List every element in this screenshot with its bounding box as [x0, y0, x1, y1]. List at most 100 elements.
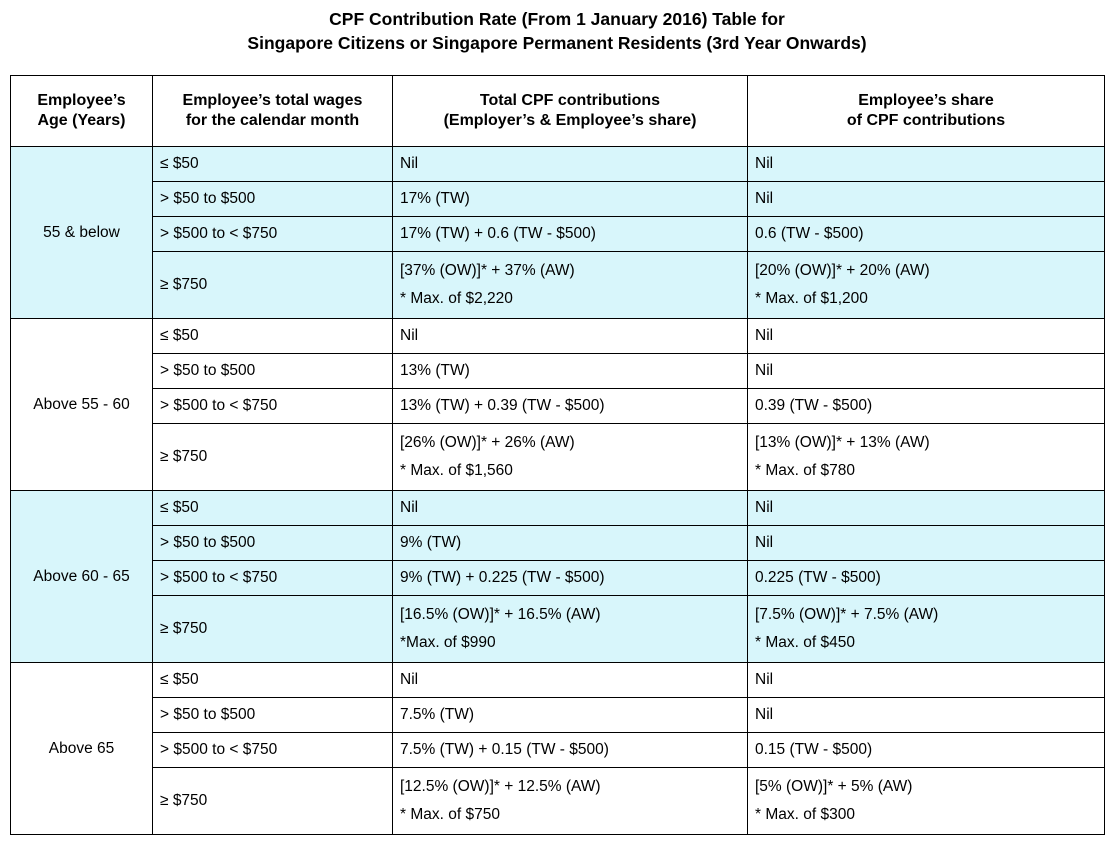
employee-share-cell: 0.6 (TW - $500) — [747, 216, 1105, 252]
rate-formula-text: 0.225 (TW - $500) — [755, 569, 881, 586]
header-age-line2: Age (Years) — [37, 112, 126, 129]
max-cap-text: * Max. of $780 — [755, 462, 855, 479]
table-row: > $50 to $500 9% (TW) Nil — [11, 525, 1105, 561]
age-group-cell: Above 55 - 60 — [10, 318, 153, 491]
rate-formula-text: Nil — [755, 327, 774, 344]
rate-formula-text: Nil — [400, 155, 419, 172]
wage-range-cell: > $50 to $500 — [152, 697, 393, 733]
table-row: > $500 to < $750 7.5% (TW) + 0.15 (TW - $… — [11, 732, 1105, 768]
wage-range-cell: ≥ $750 — [152, 251, 393, 319]
header-total-line2: (Employer’s & Employee’s share) — [443, 112, 697, 129]
rate-formula-text: [7.5% (OW)]* + 7.5% (AW) — [755, 606, 939, 623]
total-contribution-cell: [16.5% (OW)]* + 16.5% (AW) *Max. of $990 — [392, 595, 748, 663]
employee-share-cell: Nil — [747, 146, 1105, 182]
rate-formula-text: 13% (TW) — [400, 362, 470, 379]
rate-formula-text: [26% (OW)]* + 26% (AW) — [400, 434, 575, 451]
table-row: ≥ $750 [16.5% (OW)]* + 16.5% (AW) *Max. of… — [11, 595, 1105, 663]
rate-formula-text: 9% (TW) + 0.225 (TW - $500) — [400, 569, 605, 586]
rate-formula-text: Nil — [400, 327, 419, 344]
employee-share-cell: Nil — [747, 697, 1105, 733]
rate-formula-text: Nil — [755, 190, 774, 207]
wage-range-cell: > $500 to < $750 — [152, 388, 393, 424]
table-body: 55 & below ≤ $50 Nil Nil > $50 to $500 17% (T… — [10, 146, 1105, 835]
employee-share-cell: 0.39 (TW - $500) — [747, 388, 1105, 424]
header-age: Employee’s Age (Years) — [10, 75, 153, 147]
wage-range-cell: > $500 to < $750 — [152, 732, 393, 768]
total-contribution-cell: 17% (TW) — [392, 181, 748, 217]
wage-range-cell: ≥ $750 — [152, 595, 393, 663]
wage-range-cell: > $50 to $500 — [152, 525, 393, 561]
rate-formula-text: Nil — [400, 499, 419, 516]
wage-range-cell: ≤ $50 — [152, 490, 393, 526]
rate-formula-text: Nil — [755, 706, 774, 723]
rate-formula-text: [16.5% (OW)]* + 16.5% (AW) — [400, 606, 601, 623]
table-row: 55 & below ≤ $50 Nil Nil — [10, 146, 1105, 319]
total-contribution-cell: [12.5% (OW)]* + 12.5% (AW) * Max. of $750 — [392, 767, 748, 835]
total-contribution-cell: 13% (TW) + 0.39 (TW - $500) — [392, 388, 748, 424]
table-row: > $500 to < $750 9% (TW) + 0.225 (TW - $5… — [11, 560, 1105, 596]
header-employee-line1: Employee’s share — [858, 92, 994, 109]
table-row: Above 55 - 60 ≤ $50 Nil Nil — [10, 318, 1105, 491]
rate-formula-text: 17% (TW) + 0.6 (TW - $500) — [400, 225, 596, 242]
table-row: ≥ $750 [26% (OW)]* + 26% (AW) * Max. of $1… — [11, 423, 1105, 491]
header-total-line1: Total CPF contributions — [479, 92, 661, 109]
total-contribution-cell: [26% (OW)]* + 26% (AW) * Max. of $1,560 — [392, 423, 748, 491]
wage-range-cell: > $50 to $500 — [152, 353, 393, 389]
total-contribution-cell: Nil — [392, 318, 748, 354]
employee-share-cell: [20% (OW)]* + 20% (AW) * Max. of $1,200 — [747, 251, 1105, 319]
employee-share-cell: 0.225 (TW - $500) — [747, 560, 1105, 596]
employee-share-cell: [13% (OW)]* + 13% (AW) * Max. of $780 — [747, 423, 1105, 491]
table-row: Above 60 - 65 ≤ $50 Nil Nil — [10, 490, 1105, 663]
max-cap-text: * Max. of $1,200 — [755, 290, 868, 307]
total-contribution-cell: 7.5% (TW) — [392, 697, 748, 733]
max-cap-text: * Max. of $300 — [755, 806, 855, 823]
rate-formula-text: 0.6 (TW - $500) — [755, 225, 864, 242]
employee-share-cell: [7.5% (OW)]* + 7.5% (AW) * Max. of $450 — [747, 595, 1105, 663]
header-total-contributions: Total CPF contributions (Employer’s & Em… — [392, 75, 748, 147]
employee-share-cell: Nil — [747, 353, 1105, 389]
rate-formula-text: 13% (TW) + 0.39 (TW - $500) — [400, 397, 605, 414]
rate-formula-text: 0.15 (TW - $500) — [755, 741, 873, 758]
cpf-rate-table: Employee’s Age (Years) Employee’s total … — [10, 75, 1105, 835]
rate-formula-text: 9% (TW) — [400, 534, 462, 551]
table-row: ≥ $750 [12.5% (OW)]* + 12.5% (AW) * Max. o… — [11, 767, 1105, 835]
rate-formula-text: Nil — [755, 362, 774, 379]
total-contribution-cell: 9% (TW) + 0.225 (TW - $500) — [392, 560, 748, 596]
age-group-cell: Above 60 - 65 — [10, 490, 153, 663]
table-row: > $500 to < $750 13% (TW) + 0.39 (TW - $5… — [11, 388, 1105, 424]
max-cap-text: * Max. of $750 — [400, 806, 500, 823]
employee-share-cell: Nil — [747, 525, 1105, 561]
table-row: > $500 to < $750 17% (TW) + 0.6 (TW - $50… — [11, 216, 1105, 252]
employee-share-cell: Nil — [747, 318, 1105, 354]
rate-formula-text: Nil — [755, 499, 774, 516]
employee-share-cell: [5% (OW)]* + 5% (AW) * Max. of $300 — [747, 767, 1105, 835]
wage-range-cell: ≥ $750 — [152, 423, 393, 491]
max-cap-text: * Max. of $2,220 — [400, 290, 513, 307]
max-cap-text: *Max. of $990 — [400, 634, 496, 651]
header-employee-line2: of CPF contributions — [846, 112, 1006, 129]
total-contribution-cell: 7.5% (TW) + 0.15 (TW - $500) — [392, 732, 748, 768]
header-wages-line1: Employee’s total wages — [182, 92, 363, 109]
rate-formula-text: 7.5% (TW) — [400, 706, 475, 723]
table-row: > $50 to $500 13% (TW) Nil — [11, 353, 1105, 389]
total-contribution-cell: [37% (OW)]* + 37% (AW) * Max. of $2,220 — [392, 251, 748, 319]
rate-formula-text: Nil — [755, 534, 774, 551]
rate-formula-text: Nil — [400, 671, 419, 688]
employee-share-cell: Nil — [747, 490, 1105, 526]
employee-share-cell: Nil — [747, 181, 1105, 217]
wage-range-cell: > $500 to < $750 — [152, 560, 393, 596]
total-contribution-cell: 13% (TW) — [392, 353, 748, 389]
total-contribution-cell: 17% (TW) + 0.6 (TW - $500) — [392, 216, 748, 252]
total-contribution-cell: Nil — [392, 146, 748, 182]
total-contribution-cell: Nil — [392, 662, 748, 698]
total-contribution-cell: Nil — [392, 490, 748, 526]
wage-range-cell: ≤ $50 — [152, 146, 393, 182]
table-row: Above 65 ≤ $50 Nil Nil — [10, 662, 1105, 835]
wage-range-cell: ≤ $50 — [152, 318, 393, 354]
table-row: > $50 to $500 7.5% (TW) Nil — [11, 697, 1105, 733]
age-group-cell: Above 65 — [10, 662, 153, 835]
max-cap-text: * Max. of $1,560 — [400, 462, 513, 479]
age-group-cell: 55 & below — [10, 146, 153, 319]
total-contribution-cell: 9% (TW) — [392, 525, 748, 561]
wage-range-cell: > $50 to $500 — [152, 181, 393, 217]
